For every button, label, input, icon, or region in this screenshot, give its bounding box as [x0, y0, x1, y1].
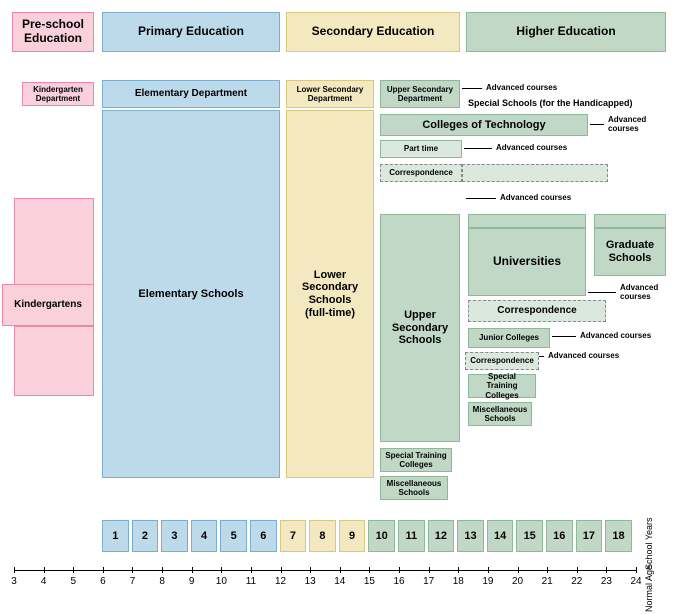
parttime: Part time: [380, 140, 462, 158]
age-tick-6: 6: [94, 576, 112, 587]
age-tick-15: 15: [360, 576, 378, 587]
hdr-primary: Primary Education: [102, 12, 280, 52]
grad-schools: GraduateSchools: [594, 228, 666, 276]
age-tick-24: 24: [627, 576, 645, 587]
school-year-16: 16: [546, 520, 573, 552]
uni-corr: Correspondence: [468, 300, 606, 322]
univ-top: [468, 214, 586, 228]
school-year-17: 17: [576, 520, 603, 552]
kg-dept: KindergartenDepartment: [22, 82, 94, 106]
school-year-8: 8: [309, 520, 336, 552]
school-year-14: 14: [487, 520, 514, 552]
misc-us: MiscellaneousSchools: [380, 476, 448, 500]
age-tick-23: 23: [597, 576, 615, 587]
us-schools: UpperSecondarySchools: [380, 214, 460, 442]
age-tick-22: 22: [568, 576, 586, 587]
age-tick-7: 7: [123, 576, 141, 587]
stc-hi: Special TrainingColleges: [468, 374, 536, 398]
school-year-12: 12: [428, 520, 455, 552]
age-tick-13: 13: [301, 576, 319, 587]
age-tick-21: 21: [538, 576, 556, 587]
age-tick-10: 10: [212, 576, 230, 587]
jc-corr: Correspondence: [465, 352, 539, 370]
school-year-5: 5: [220, 520, 247, 552]
age-tick-16: 16: [390, 576, 408, 587]
school-year-9: 9: [339, 520, 366, 552]
corr1: Correspondence: [380, 164, 462, 182]
age-tick-9: 9: [183, 576, 201, 587]
school-year-13: 13: [457, 520, 484, 552]
adv-c-jc2: Advanced courses: [544, 350, 644, 362]
kgens2: [14, 326, 94, 396]
hdr-secondary: Secondary Education: [286, 12, 460, 52]
school-year-7: 7: [280, 520, 307, 552]
us-dept: Upper SecondaryDepartment: [380, 80, 460, 108]
school-year-2: 2: [132, 520, 159, 552]
age-tick-18: 18: [449, 576, 467, 587]
ls-schools: LowerSecondarySchools(full-time): [286, 110, 374, 478]
college-tech: Colleges of Technology: [380, 114, 588, 136]
grad-top: [594, 214, 666, 228]
school-year-1: 1: [102, 520, 129, 552]
age-axis-caption: Normal Age: [644, 560, 654, 612]
adv-c-top: Advanced courses: [482, 82, 602, 94]
school-year-18: 18: [605, 520, 632, 552]
age-tick-19: 19: [479, 576, 497, 587]
school-year-4: 4: [191, 520, 218, 552]
misc-hi: MiscellaneousSchools: [468, 402, 532, 426]
kgens-wide: Kindergartens: [2, 284, 94, 326]
stc-us: Special TrainingColleges: [380, 448, 452, 472]
school-year-10: 10: [368, 520, 395, 552]
elem-schools: Elementary Schools: [102, 110, 280, 478]
hdr-preschool: Pre-schoolEducation: [12, 12, 94, 52]
age-tick-17: 17: [420, 576, 438, 587]
jr-colleges: Junior Colleges: [468, 328, 550, 348]
adv-c-pt: Advanced courses: [492, 142, 612, 154]
school-year-15: 15: [516, 520, 543, 552]
universities: Universities: [468, 228, 586, 296]
age-tick-3: 3: [5, 576, 23, 587]
hdr-higher: Higher Education: [466, 12, 666, 52]
corr1-ext: [462, 164, 608, 182]
age-tick-5: 5: [64, 576, 82, 587]
adv-c-ctech: Advanced courses: [604, 118, 676, 130]
adv-c-grad: Advancedcourses: [616, 282, 676, 302]
ls-dept: Lower SecondaryDepartment: [286, 80, 374, 108]
elem-dept: Elementary Department: [102, 80, 280, 108]
school-year-6: 6: [250, 520, 277, 552]
age-tick-14: 14: [331, 576, 349, 587]
age-tick-8: 8: [153, 576, 171, 587]
adv-c-jc: Advanced courses: [576, 330, 676, 342]
special-schools: Special Schools (for the Handicapped): [464, 96, 666, 110]
school-year-11: 11: [398, 520, 425, 552]
age-tick-12: 12: [272, 576, 290, 587]
age-tick-11: 11: [242, 576, 260, 587]
adv-c-corr1: Advanced courses: [496, 192, 616, 204]
age-tick-4: 4: [35, 576, 53, 587]
school-year-3: 3: [161, 520, 188, 552]
age-axis-line: [14, 570, 636, 571]
age-tick-20: 20: [509, 576, 527, 587]
